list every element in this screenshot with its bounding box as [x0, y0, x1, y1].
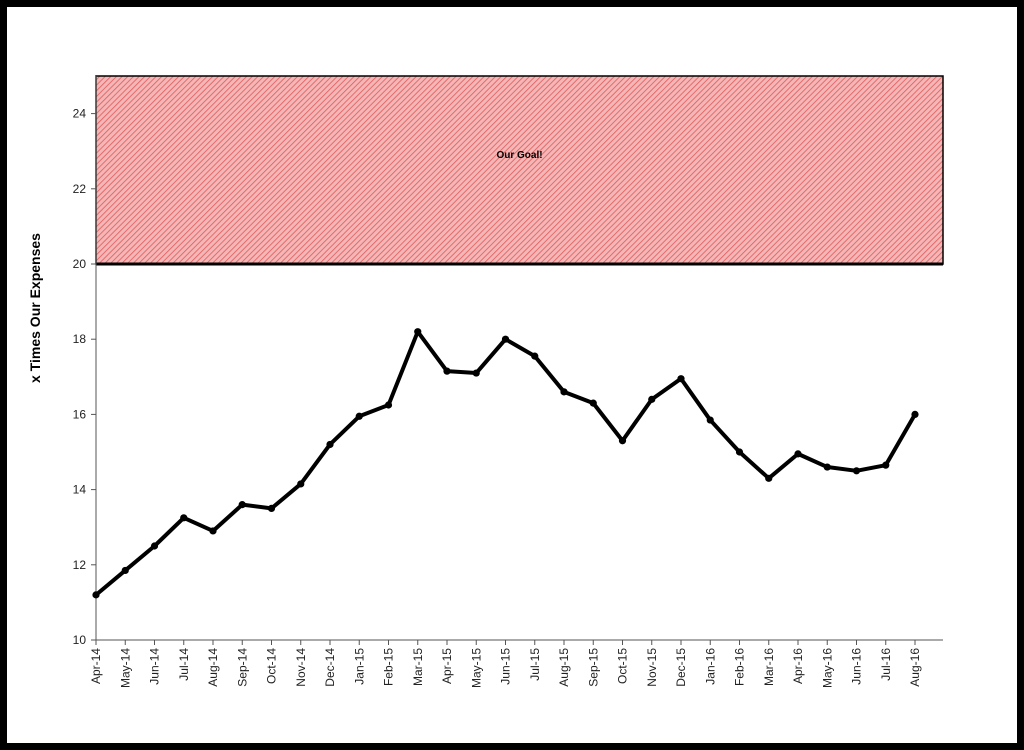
- data-point: [823, 463, 831, 471]
- data-point: [414, 328, 422, 336]
- x-tick-label: Dec-14: [323, 648, 337, 687]
- x-tick-label: Jul-14: [177, 648, 191, 681]
- data-point: [794, 450, 802, 458]
- data-point: [443, 367, 451, 375]
- x-axis: Apr-14 May-14 Jun-14 Jul-14 Aug-14 Sep-14 Oct-…: [89, 639, 943, 688]
- data-point: [384, 401, 393, 409]
- x-tick-label: Jun-15: [499, 648, 513, 685]
- data-point: [648, 395, 656, 403]
- x-tick-label: Feb-15: [382, 648, 396, 686]
- x-tick-label: Feb-16: [733, 648, 747, 686]
- x-tick-label: Apr-15: [440, 648, 454, 684]
- x-tick-label: Jul-16: [879, 648, 893, 681]
- data-point: [355, 412, 363, 420]
- x-tick-label: Oct-15: [616, 648, 630, 684]
- y-axis: 10 12 14 16 18 20 22 24: [73, 76, 97, 647]
- x-tick-label: Mar-16: [762, 648, 776, 686]
- data-point: [238, 501, 246, 509]
- x-tick-label: Jul-15: [528, 648, 542, 681]
- y-tick-label: 14: [73, 483, 87, 497]
- data-point: [677, 375, 685, 383]
- data-point: [150, 542, 159, 550]
- y-tick-label: 18: [73, 332, 87, 346]
- data-point: [297, 480, 305, 488]
- data-point: [92, 591, 100, 599]
- x-tick-label: May-16: [820, 648, 834, 688]
- data-point: [882, 461, 890, 469]
- x-tick-label: Nov-14: [294, 648, 308, 687]
- goal-band: [95, 75, 944, 265]
- y-tick-label: 22: [73, 182, 87, 196]
- data-point: [706, 416, 714, 424]
- data-point: [735, 448, 744, 456]
- data-point: [326, 440, 334, 449]
- x-tick-label: Aug-15: [557, 648, 571, 687]
- data-point: [765, 474, 773, 482]
- x-tick-label: Apr-14: [89, 648, 103, 684]
- x-tick-label: Jun-14: [148, 648, 162, 685]
- series-line: [94, 329, 917, 597]
- x-tick-label: Sep-15: [586, 648, 600, 687]
- data-point: [501, 335, 510, 343]
- goal-label: Our Goal!: [496, 150, 542, 161]
- x-tick-label: Aug-16: [908, 648, 922, 687]
- data-point: [852, 467, 861, 475]
- x-tick-label: Aug-14: [206, 648, 220, 687]
- data-point: [472, 369, 480, 377]
- data-point: [209, 527, 217, 535]
- y-tick-label: 16: [73, 407, 87, 421]
- y-axis-label: x Times Our Expenses: [27, 233, 43, 383]
- data-point: [560, 388, 568, 396]
- y-tick-label: 12: [73, 558, 87, 572]
- x-tick-label: Nov-15: [645, 648, 659, 687]
- x-tick-label: Apr-16: [791, 648, 805, 684]
- data-point: [531, 352, 539, 360]
- x-tick-label: Sep-14: [235, 648, 249, 687]
- x-tick-label: Dec-15: [674, 648, 688, 687]
- x-tick-label: Jan-15: [352, 648, 366, 685]
- data-point: [911, 410, 919, 418]
- data-point: [180, 514, 188, 522]
- x-tick-label: Mar-15: [411, 648, 425, 686]
- x-tick-label: Jan-16: [703, 648, 717, 685]
- plot-series: [92, 328, 919, 599]
- y-tick-label: 10: [73, 633, 87, 647]
- x-tick-label: May-15: [469, 648, 483, 688]
- data-point: [589, 399, 597, 407]
- data-point: [267, 504, 276, 512]
- x-tick-label: May-14: [118, 648, 132, 688]
- data-point: [121, 566, 129, 575]
- x-tick-label: Jun-16: [850, 648, 864, 685]
- y-tick-label: 20: [73, 257, 87, 271]
- x-tick-label: Oct-14: [265, 648, 279, 684]
- y-tick-label: 24: [73, 107, 87, 121]
- data-point: [618, 437, 627, 445]
